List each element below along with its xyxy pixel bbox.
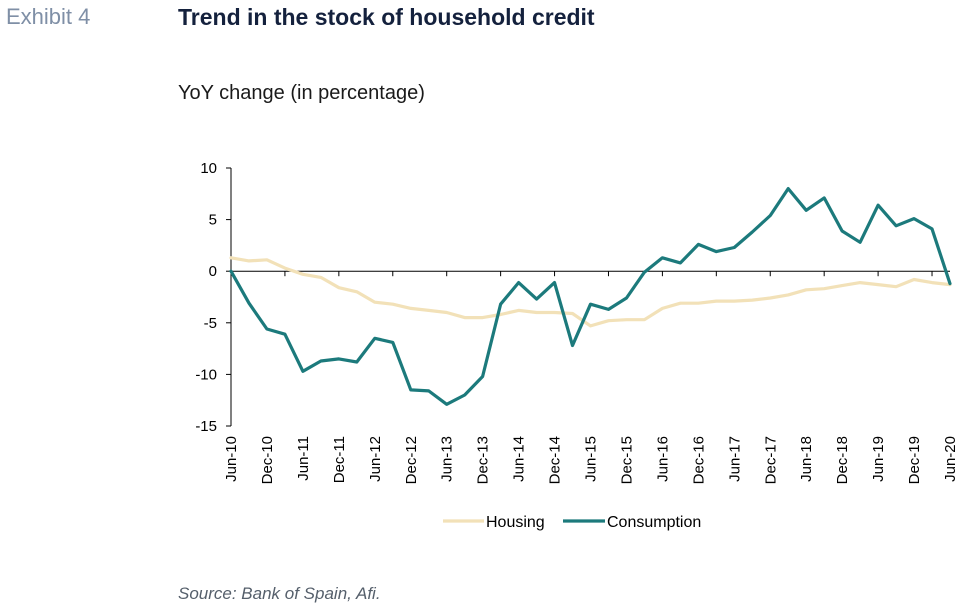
x-tick-label: Jun-18 — [798, 436, 815, 482]
x-tick-label: Jun-12 — [367, 436, 384, 482]
x-tick-label: Jun-19 — [870, 436, 887, 482]
chart-subtitle: YoY change (in percentage) — [178, 82, 425, 104]
x-tick-label: Jun-16 — [654, 436, 671, 482]
exhibit-label: Exhibit 4 — [6, 4, 91, 29]
x-tick-label: Dec-14 — [547, 436, 564, 484]
y-tick-label: -5 — [204, 315, 217, 332]
x-tick-label: Dec-12 — [403, 436, 420, 484]
x-tick-label: Jun-11 — [295, 436, 312, 481]
legend-label-housing: Housing — [486, 514, 545, 531]
x-tick-label: Dec-17 — [762, 436, 779, 484]
chart-axes: 10 5 0 -5 -10 -15 Jun-10 Dec-10 Jun-11 Dec-11 Jun-… — [195, 160, 959, 484]
x-tick-label: Dec-15 — [618, 436, 635, 484]
legend-label-consumption: Consumption — [607, 514, 701, 531]
x-tick-label: Dec-18 — [834, 436, 851, 484]
x-tick-label: Dec-11 — [331, 436, 348, 483]
series-line-consumption — [229, 187, 952, 406]
x-tick-label: Jun-14 — [511, 436, 528, 482]
source-note: Source: Bank of Spain, Afi. — [178, 584, 381, 603]
x-tick-label: Dec-19 — [906, 436, 923, 484]
x-tick-label: Dec-13 — [475, 436, 492, 484]
y-tick-label: 5 — [209, 212, 217, 229]
x-tick-label: Jun-17 — [726, 436, 743, 482]
chart-lines — [229, 187, 952, 406]
y-tick-label: -15 — [195, 418, 217, 435]
x-tick-label: Jun-10 — [223, 436, 240, 482]
x-tick-label: Dec-16 — [690, 436, 707, 484]
chart-legend: Housing Consumption — [443, 514, 701, 531]
y-tick-label: 0 — [209, 263, 217, 280]
x-tick-label: Jun-13 — [439, 436, 456, 482]
chart-title: Trend in the stock of household credit — [178, 4, 595, 30]
x-tick-label: Jun-15 — [583, 436, 600, 482]
x-tick-label: Dec-10 — [259, 436, 276, 484]
series-line-housing — [229, 256, 952, 328]
x-tick-label: Jun-20 — [942, 436, 959, 482]
y-tick-label: 10 — [200, 160, 217, 177]
y-tick-label: -10 — [195, 366, 217, 383]
